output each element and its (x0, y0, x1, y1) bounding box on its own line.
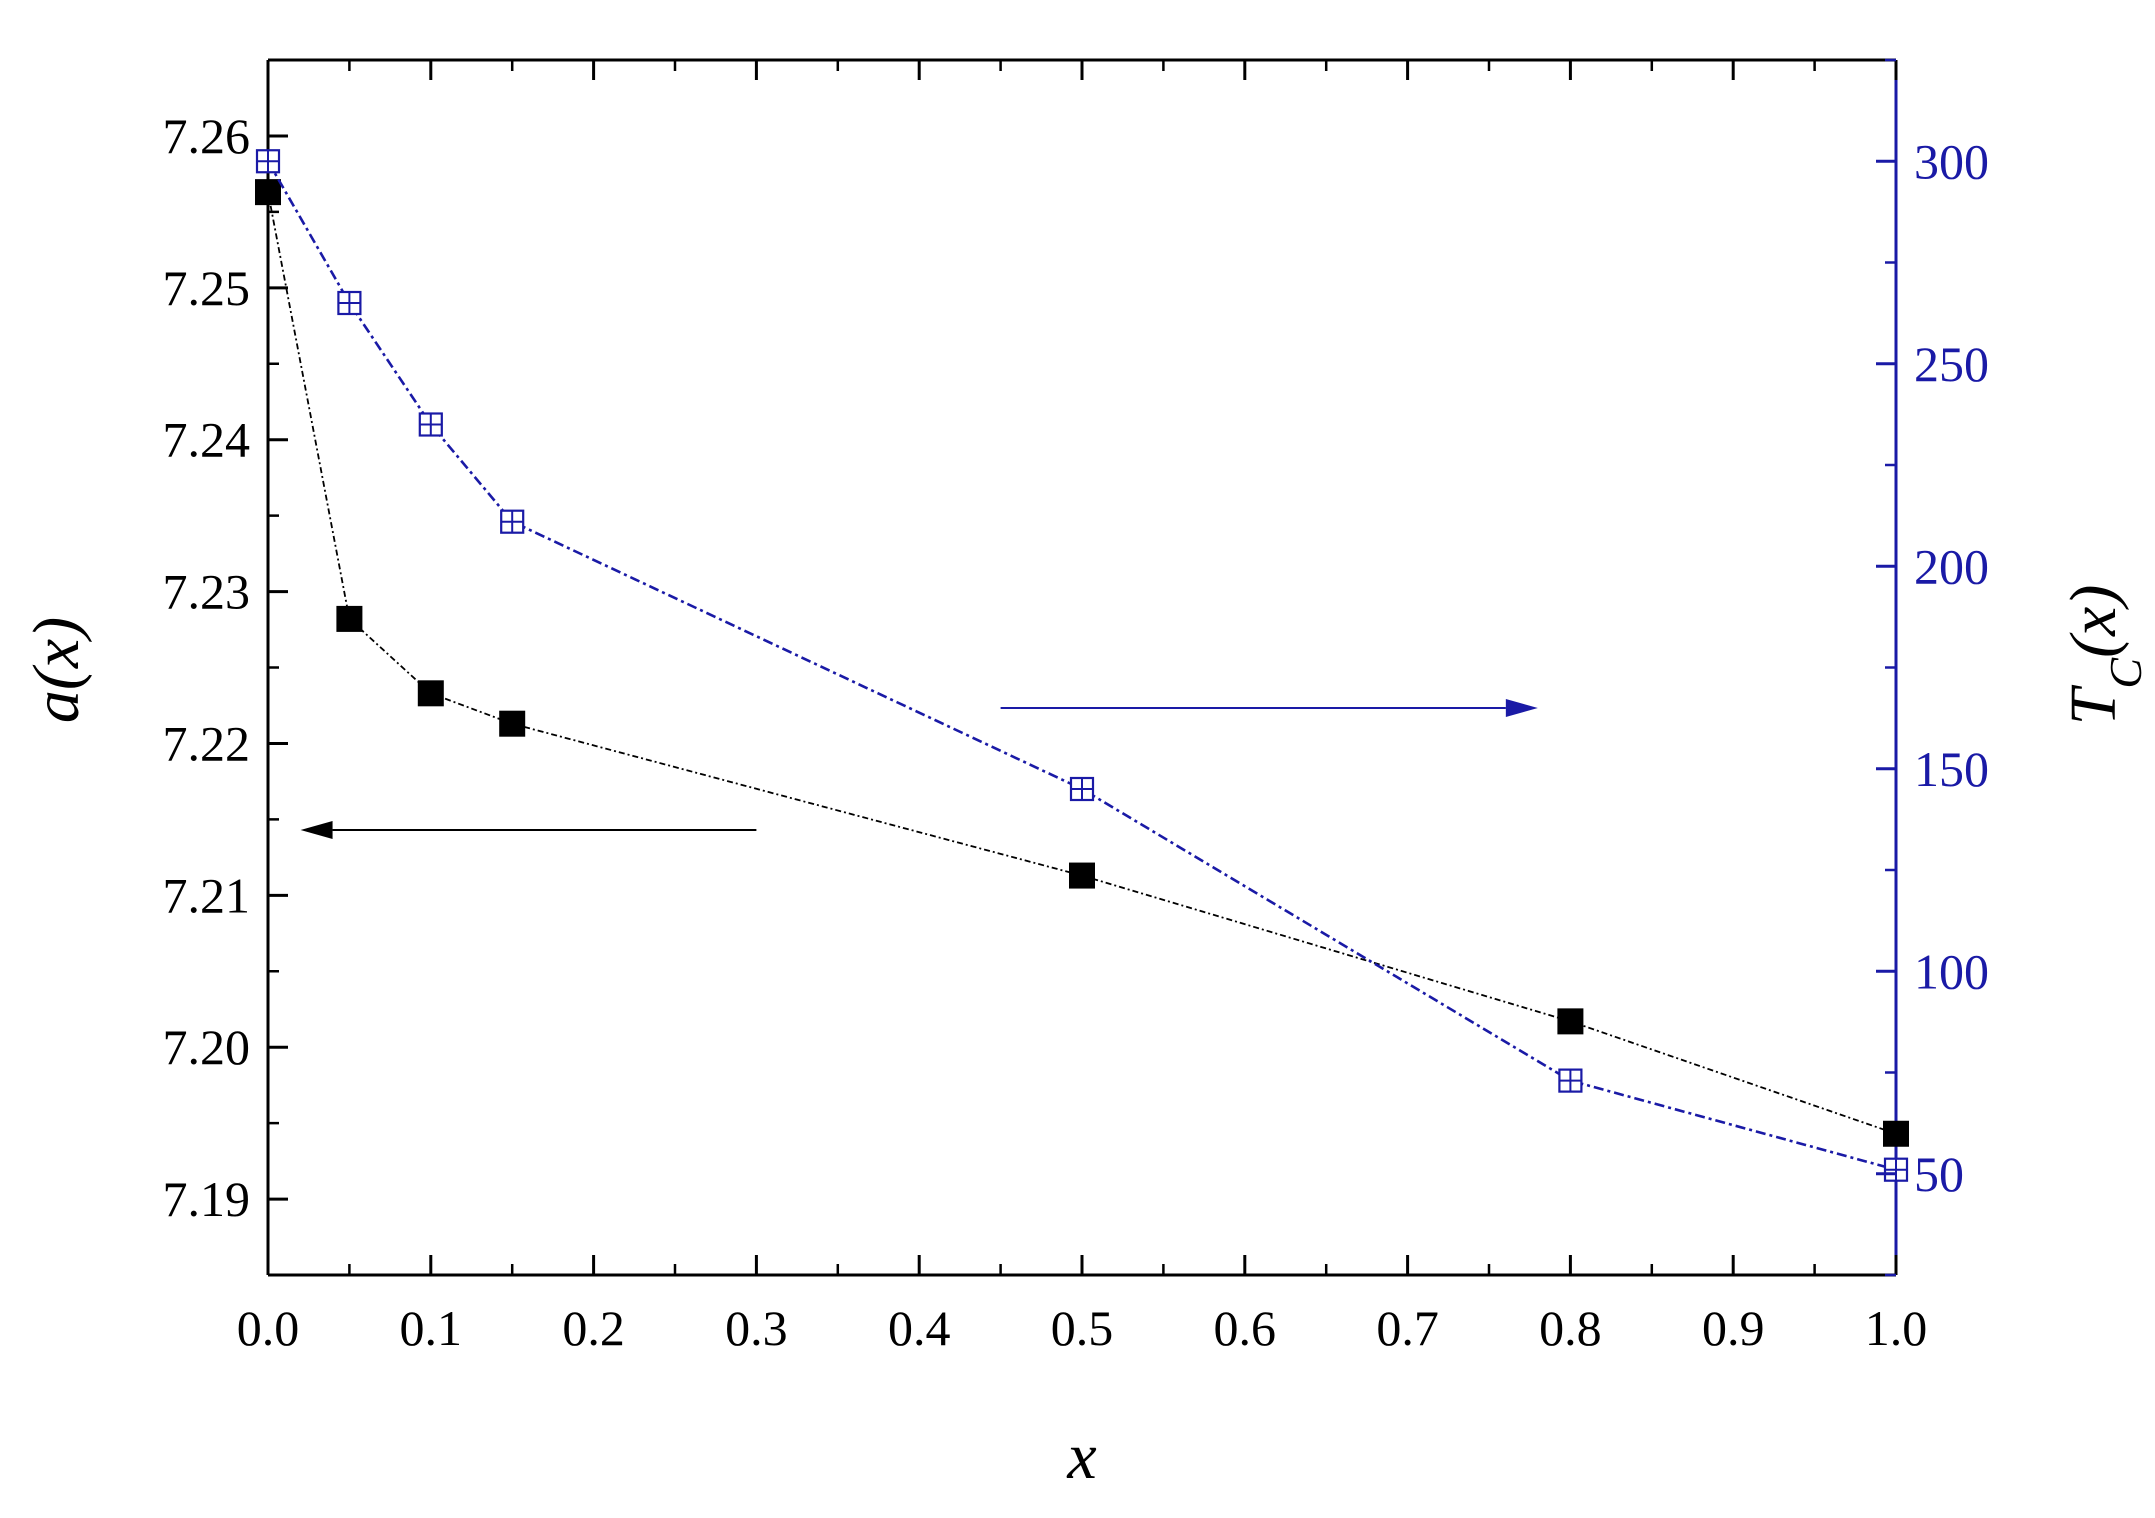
data-point-left (417, 680, 444, 707)
x-tick-label: 0.7 (1376, 1300, 1439, 1356)
data-point-right (418, 412, 443, 437)
x-tick-label: 0.8 (1539, 1300, 1602, 1356)
data-point-right (1883, 1157, 1909, 1182)
data-point-right (337, 290, 362, 316)
left-tick-label: 7.26 (163, 108, 251, 164)
data-point-right (1069, 776, 1095, 802)
left-tick-label: 7.23 (163, 564, 251, 620)
data-point-right (500, 509, 525, 534)
x-tick-label: 0.6 (1214, 1300, 1277, 1356)
left-tick-label: 7.24 (163, 412, 251, 468)
x-tick-label: 1.0 (1865, 1300, 1928, 1356)
left-tick-label: 7.21 (163, 867, 251, 923)
arrow-layer (300, 699, 1538, 840)
right-axis-title-sub: C (2100, 657, 2151, 689)
right-tick-label: 100 (1914, 943, 1989, 999)
x-tick-label: 0.3 (725, 1300, 788, 1356)
x-tick-label: 0.2 (562, 1300, 625, 1356)
right-tick-label: 150 (1914, 741, 1989, 797)
x-tick-label: 0.4 (888, 1300, 951, 1356)
right-axis-title-tail: (x) (2057, 585, 2130, 658)
left-tick-label: 7.19 (163, 1171, 251, 1227)
series-line-right (266, 160, 1897, 1171)
series-layer (255, 149, 1909, 1182)
right-tick-label: 300 (1914, 133, 1989, 189)
data-point-left (499, 710, 526, 737)
data-point-left (255, 179, 281, 206)
right-axis-title: TC(x) (2057, 585, 2151, 726)
left-tick-label: 7.20 (163, 1019, 251, 1075)
arrow-right-head (1505, 699, 1538, 717)
data-point-left (1883, 1120, 1909, 1147)
data-point-left (336, 605, 363, 632)
plot-frame (266, 58, 1898, 1277)
x-tick-label: 0.0 (237, 1300, 300, 1356)
x-tick-label: 0.9 (1702, 1300, 1765, 1356)
data-point-left (1069, 862, 1095, 889)
x-axis-title: x (1066, 1420, 1096, 1493)
right-axis-title-main: T (2057, 684, 2130, 725)
right-tick-label: 200 (1914, 538, 1989, 594)
data-point-left (1557, 1008, 1584, 1035)
left-axis-title: a(x) (20, 617, 93, 723)
data-point-right (255, 149, 281, 174)
data-point-right (1558, 1068, 1583, 1093)
axis-layer: 0.0 0.1 0.2 0.3 0.4 0.5 0.6 0.7 0.8 0.9 1.0 7.19 7.2… (163, 58, 1989, 1356)
series-line-left (267, 191, 1897, 1135)
left-tick-label: 7.22 (163, 715, 251, 771)
x-tick-label: 0.1 (400, 1300, 463, 1356)
right-tick-label: 50 (1914, 1146, 1964, 1202)
x-tick-label: 0.5 (1051, 1300, 1114, 1356)
left-tick-label: 7.25 (163, 260, 251, 316)
arrow-left-head (300, 821, 333, 840)
right-tick-label: 250 (1914, 336, 1989, 392)
